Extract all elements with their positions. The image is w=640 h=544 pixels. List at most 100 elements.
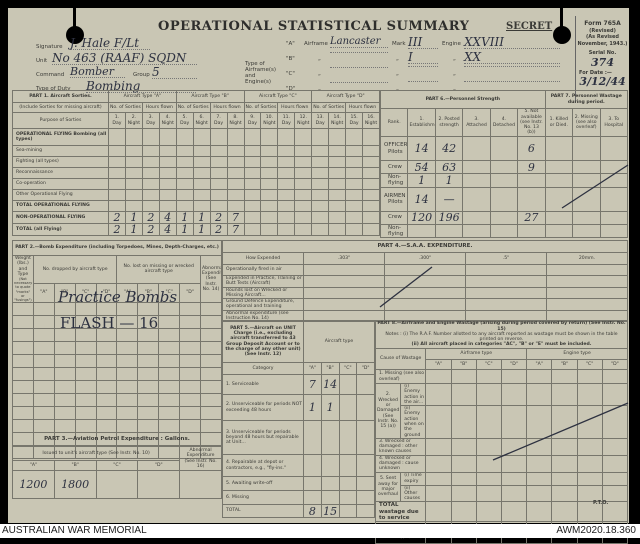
strength-value[interactable] [462,136,491,161]
bomb-cell[interactable] [200,301,222,316]
wastage-value[interactable] [450,369,477,384]
bomb-cell[interactable] [200,379,222,394]
saa-value[interactable] [384,275,466,288]
bomb-cell[interactable] [74,340,97,355]
sortie-value[interactable] [294,145,313,157]
sortie-value[interactable] [243,128,262,146]
sortie-value[interactable] [294,156,313,168]
wastage-value[interactable] [576,382,603,407]
petrol-gallons[interactable]: 1200 [12,470,55,499]
sortie-value[interactable] [226,145,245,157]
wastage-value[interactable] [551,454,578,473]
sortie-value[interactable] [311,189,330,201]
sortie-value[interactable] [260,200,279,212]
wastage-value[interactable] [500,471,528,486]
bomb-cell[interactable] [95,418,118,433]
sortie-value[interactable] [108,128,126,146]
sortie-value[interactable] [328,145,347,157]
aircraft-count[interactable] [320,476,340,491]
sortie-value[interactable] [226,178,245,190]
wastage-value[interactable] [544,186,574,212]
sortie-value[interactable]: 7 [226,211,245,224]
sortie-value[interactable] [277,128,296,146]
sortie-value[interactable] [226,189,245,201]
wastage-value[interactable] [475,405,502,439]
bomb-cell[interactable] [158,392,181,407]
aircraft-count[interactable]: 1 [320,394,340,421]
sortie-value[interactable]: 2 [141,211,160,224]
saa-value[interactable] [546,298,628,311]
sortie-value[interactable] [158,189,177,201]
sortie-value[interactable] [226,128,245,146]
sortie-value[interactable] [226,156,245,168]
sortie-value[interactable] [277,223,296,236]
wastage-value[interactable] [551,437,578,456]
strength-value[interactable] [462,160,491,174]
petrol-gallons[interactable] [95,470,139,499]
bomb-cell[interactable] [53,353,76,368]
saa-value[interactable] [465,286,547,300]
sortie-value[interactable] [345,128,364,146]
wastage-value[interactable] [425,405,452,439]
wastage-value[interactable] [576,369,603,384]
strength-value[interactable] [489,210,519,225]
bomb-cell[interactable] [116,418,139,433]
sortie-value[interactable] [158,145,177,157]
sortie-value[interactable] [345,145,364,157]
aircraft-count[interactable] [356,394,375,421]
bomb-cell[interactable] [116,405,139,420]
sortie-value[interactable] [209,189,228,201]
wastage-value[interactable] [475,484,502,503]
sortie-value[interactable] [243,200,262,212]
sortie-value[interactable]: 4 [158,211,177,224]
wastage-value[interactable] [576,437,603,456]
sortie-value[interactable] [362,178,380,190]
wastage-value[interactable] [599,173,628,188]
bomb-cell[interactable] [12,366,34,381]
saa-value[interactable] [303,286,385,300]
sortie-value[interactable] [158,156,177,168]
sortie-value[interactable] [311,223,330,236]
wastage-value[interactable] [599,210,628,225]
wastage-value[interactable] [601,369,629,384]
saa-value[interactable] [384,298,466,311]
aircraft-count[interactable] [338,454,358,477]
aircraft-count[interactable]: 7 [303,374,322,395]
bomb-cell[interactable] [179,327,202,342]
wastage-value[interactable] [576,405,603,439]
strength-value[interactable]: — [434,186,464,212]
bomb-cell[interactable] [32,301,55,316]
sortie-value[interactable] [175,178,194,190]
sortie-value[interactable] [362,156,380,168]
sortie-value[interactable] [209,200,228,212]
wastage-value[interactable] [475,369,502,384]
sortie-value[interactable] [124,167,143,179]
sortie-value[interactable] [243,145,262,157]
bomb-cell[interactable] [74,366,97,381]
bomb-cell[interactable] [200,405,222,420]
bomb-cell[interactable] [95,405,118,420]
sortie-value[interactable] [294,211,313,224]
bomb-cell[interactable] [179,314,202,329]
bomb-cell[interactable] [116,353,139,368]
wastage-value[interactable] [425,501,452,523]
bomb-cell[interactable] [32,340,55,355]
strength-value[interactable] [517,173,546,188]
sortie-value[interactable] [294,167,313,179]
wastage-value[interactable] [526,484,553,503]
sortie-value[interactable] [158,178,177,190]
strength-value[interactable] [489,186,519,212]
bomb-cell[interactable] [179,392,202,407]
sortie-value[interactable] [124,178,143,190]
sortie-value[interactable] [294,200,313,212]
aircraft-count[interactable]: 1 [303,394,322,421]
sortie-value[interactable]: 4 [158,223,177,236]
wastage-value[interactable] [500,454,528,473]
sortie-value[interactable] [175,189,194,201]
saa-value[interactable] [465,298,547,311]
bomb-cell[interactable] [12,314,34,329]
saa-value[interactable] [384,286,466,300]
sortie-value[interactable] [192,178,211,190]
bomb-cell[interactable] [137,353,160,368]
wastage-value[interactable] [572,173,601,188]
